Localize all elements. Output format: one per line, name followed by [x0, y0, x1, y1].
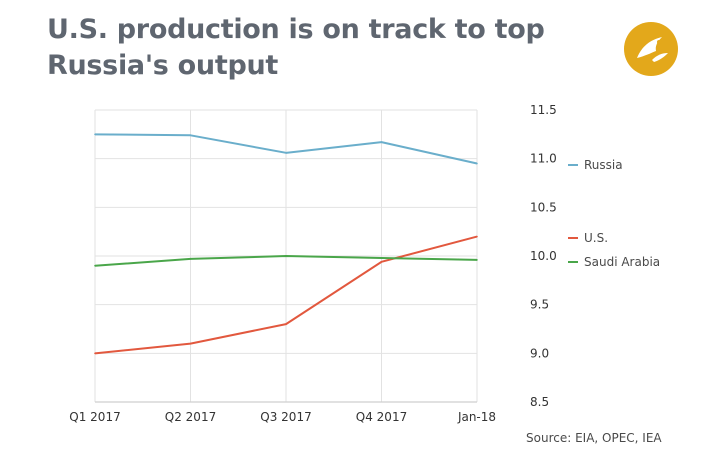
data-point	[285, 255, 287, 257]
data-point	[285, 323, 287, 325]
data-point	[380, 261, 383, 263]
x-tick-label: Jan-18	[457, 410, 496, 424]
data-point	[380, 141, 383, 143]
source-note: Source: EIA, OPEC, IEA	[526, 431, 662, 445]
x-tick-label: Q3 2017	[260, 410, 311, 424]
legend-label: U.S.	[584, 231, 608, 245]
data-point	[189, 342, 192, 345]
y-tick-label: 11.5	[530, 103, 557, 117]
y-axis-ticks: 8.5 9.0 9.5 10.0 10.5 11.0 11.5	[530, 103, 557, 409]
data-point	[476, 259, 478, 261]
x-axis-ticks: Q1 2017 Q2 2017 Q3 2017 Q4 2017 Jan-18	[69, 410, 496, 424]
data-point	[285, 152, 287, 154]
data-point	[189, 134, 192, 137]
y-tick-label: 8.5	[530, 395, 549, 409]
data-point	[94, 352, 96, 355]
data-point	[94, 133, 96, 136]
chart-series	[94, 133, 478, 355]
legend-label: Saudi Arabia	[584, 255, 660, 269]
chart-legend: Russia U.S. Saudi Arabia	[568, 158, 660, 269]
x-tick-label: Q1 2017	[69, 410, 120, 424]
data-point	[94, 264, 96, 267]
x-tick-label: Q2 2017	[165, 410, 216, 424]
y-tick-label: 10.5	[530, 200, 557, 214]
data-point	[380, 257, 383, 259]
bird-emblem-icon	[624, 22, 678, 76]
y-tick-label: 9.0	[530, 346, 549, 360]
legend-label: Russia	[584, 158, 623, 172]
data-point	[476, 162, 478, 165]
chart-title: U.S. production is on track to top Russi…	[47, 14, 545, 81]
chart-grid	[94, 109, 478, 403]
y-tick-label: 9.5	[530, 298, 549, 312]
y-tick-label: 10.0	[530, 249, 557, 263]
data-point	[476, 235, 478, 238]
x-tick-label: Q4 2017	[356, 410, 407, 424]
data-point	[189, 258, 192, 260]
y-tick-label: 11.0	[530, 152, 557, 166]
